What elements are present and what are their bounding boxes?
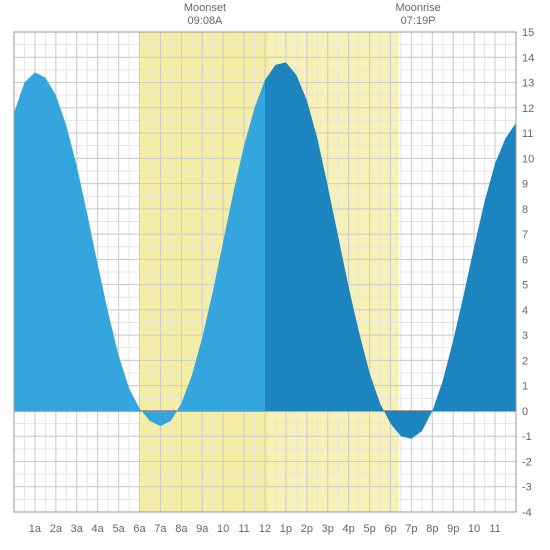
moon-label: Moonset09:08A xyxy=(165,2,245,27)
moon-label: Moonrise07:19P xyxy=(378,2,458,27)
chart-svg: 1514131211109876543210-1-2-3-41a2a3a4a5a… xyxy=(0,0,550,550)
x-tick-label: 1p xyxy=(280,523,292,535)
x-tick-label: 10 xyxy=(468,523,480,535)
x-tick-label: 2p xyxy=(301,523,313,535)
x-tick-label: 7a xyxy=(154,523,167,535)
x-tick-label: 10 xyxy=(217,523,229,535)
y-tick-label: 9 xyxy=(522,179,528,191)
x-tick-label: 8p xyxy=(426,523,438,535)
y-tick-label: 6 xyxy=(522,254,528,266)
y-tick-label: -2 xyxy=(522,456,532,468)
x-tick-label: 6a xyxy=(133,523,146,535)
x-tick-label: 4p xyxy=(343,523,355,535)
x-tick-label: 8a xyxy=(175,523,188,535)
moon-label-time: 07:19P xyxy=(378,15,458,28)
y-tick-label: 14 xyxy=(522,52,534,64)
moon-label-title: Moonset xyxy=(165,2,245,15)
x-tick-label: 11 xyxy=(238,523,249,535)
y-tick-label: 1 xyxy=(522,381,528,393)
y-tick-label: -3 xyxy=(522,482,532,494)
x-tick-label: 7p xyxy=(405,523,417,535)
x-tick-label: 9p xyxy=(447,523,459,535)
y-tick-label: 8 xyxy=(522,204,528,216)
y-tick-label: 15 xyxy=(522,27,534,39)
x-tick-label: 11 xyxy=(489,523,500,535)
x-tick-label: 1a xyxy=(29,523,42,535)
y-tick-label: 13 xyxy=(522,78,534,90)
moon-label-time: 09:08A xyxy=(165,15,245,28)
y-tick-label: 7 xyxy=(522,229,528,241)
x-tick-label: 12 xyxy=(259,523,271,535)
moon-label-title: Moonrise xyxy=(378,2,458,15)
y-tick-label: -1 xyxy=(522,431,532,443)
x-tick-label: 3p xyxy=(322,523,334,535)
x-tick-label: 5p xyxy=(363,523,375,535)
tide-chart: 1514131211109876543210-1-2-3-41a2a3a4a5a… xyxy=(0,0,550,550)
y-tick-label: -4 xyxy=(522,507,532,519)
y-tick-label: 0 xyxy=(522,406,528,418)
y-tick-label: 10 xyxy=(522,153,534,165)
y-tick-label: 4 xyxy=(522,305,528,317)
y-tick-label: 12 xyxy=(522,103,534,115)
x-tick-label: 4a xyxy=(92,523,105,535)
x-tick-label: 6p xyxy=(384,523,396,535)
x-tick-label: 5a xyxy=(112,523,125,535)
y-tick-label: 11 xyxy=(522,128,533,140)
x-tick-label: 2a xyxy=(50,523,63,535)
y-tick-label: 3 xyxy=(522,330,528,342)
y-tick-label: 2 xyxy=(522,355,528,367)
x-tick-label: 9a xyxy=(196,523,209,535)
y-tick-label: 5 xyxy=(522,280,528,292)
x-tick-label: 3a xyxy=(71,523,84,535)
